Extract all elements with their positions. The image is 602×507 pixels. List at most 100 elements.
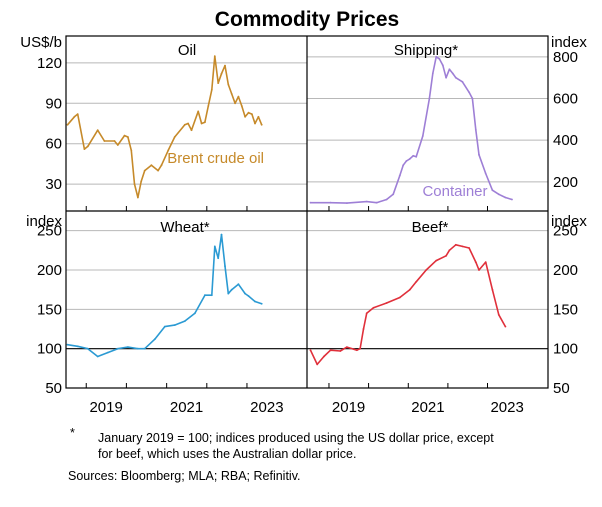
data-point-beef-5 bbox=[346, 346, 348, 348]
panel-title-wheat: Wheat* bbox=[160, 219, 209, 236]
footnote-line-2: for beef, which uses the Australian doll… bbox=[98, 447, 356, 461]
data-point-beef-11 bbox=[385, 302, 388, 304]
data-point-beef-9 bbox=[365, 312, 368, 315]
data-point-shipping-7 bbox=[398, 174, 401, 177]
y-tick-label-beef-150: 150 bbox=[553, 301, 578, 318]
data-point-beef-17 bbox=[445, 254, 447, 257]
data-point-oil-5 bbox=[96, 129, 99, 132]
data-point-beef-24 bbox=[484, 261, 487, 263]
data-point-shipping-12 bbox=[415, 155, 418, 158]
data-point-shipping-4 bbox=[375, 201, 378, 204]
data-point-oil-32 bbox=[224, 64, 226, 67]
panel-title-shipping: Shipping* bbox=[394, 42, 458, 59]
data-point-shipping-30 bbox=[497, 193, 500, 196]
data-point-wheat-14 bbox=[204, 294, 206, 297]
y-tick-label-beef-50: 50 bbox=[553, 380, 570, 397]
data-point-shipping-9 bbox=[405, 160, 408, 162]
data-point-wheat-24 bbox=[247, 295, 250, 297]
data-point-shipping-5 bbox=[385, 198, 388, 201]
data-point-shipping-16 bbox=[435, 55, 438, 58]
data-point-wheat-3 bbox=[96, 355, 99, 358]
y-tick-label-oil-30: 30 bbox=[45, 176, 62, 193]
data-point-shipping-17 bbox=[438, 58, 441, 60]
data-point-oil-41 bbox=[254, 122, 256, 125]
data-point-oil-21 bbox=[183, 123, 186, 126]
x-tick-label-0-2021: 2021 bbox=[170, 399, 203, 416]
data-point-beef-19 bbox=[454, 243, 457, 246]
data-point-shipping-11 bbox=[412, 154, 415, 157]
data-point-oil-15 bbox=[143, 169, 146, 172]
data-point-oil-23 bbox=[190, 129, 193, 132]
data-point-wheat-4 bbox=[106, 351, 109, 354]
data-point-shipping-18 bbox=[441, 64, 444, 67]
y-tick-label-shipping-200: 200 bbox=[553, 174, 578, 191]
y-tick-label-beef-100: 100 bbox=[553, 341, 578, 358]
data-point-oil-30 bbox=[217, 82, 220, 84]
data-point-shipping-8 bbox=[402, 164, 405, 167]
data-point-wheat-19 bbox=[224, 265, 226, 267]
data-point-shipping-0 bbox=[309, 201, 312, 204]
x-tick-label-0-2023: 2023 bbox=[250, 399, 283, 416]
data-point-oil-42 bbox=[257, 115, 260, 118]
x-tick-label-1-2021: 2021 bbox=[411, 399, 444, 416]
data-point-oil-37 bbox=[240, 105, 243, 107]
data-point-oil-36 bbox=[237, 95, 240, 98]
data-point-shipping-31 bbox=[504, 196, 507, 199]
data-point-beef-25 bbox=[491, 288, 494, 291]
data-point-shipping-32 bbox=[511, 198, 513, 201]
data-point-shipping-13 bbox=[421, 135, 424, 137]
data-point-wheat-12 bbox=[183, 320, 186, 322]
data-point-beef-3 bbox=[329, 349, 332, 352]
data-point-shipping-27 bbox=[478, 153, 480, 156]
data-point-oil-4 bbox=[86, 145, 89, 148]
data-point-shipping-19 bbox=[445, 76, 447, 79]
data-point-shipping-2 bbox=[346, 202, 348, 205]
data-point-wheat-8 bbox=[143, 347, 146, 350]
data-point-oil-0 bbox=[66, 123, 69, 126]
data-point-oil-10 bbox=[127, 136, 129, 138]
data-point-shipping-14 bbox=[428, 97, 431, 100]
data-point-beef-23 bbox=[478, 269, 480, 271]
data-point-oil-13 bbox=[137, 196, 139, 199]
y-tick-label-wheat-200: 200 bbox=[37, 262, 62, 279]
data-point-shipping-23 bbox=[461, 80, 464, 83]
series-line-beef bbox=[309, 244, 507, 366]
data-point-oil-24 bbox=[197, 110, 200, 113]
data-point-oil-33 bbox=[227, 83, 230, 86]
data-point-beef-4 bbox=[339, 350, 342, 352]
data-point-shipping-6 bbox=[392, 193, 395, 196]
chart-title: Commodity Prices bbox=[215, 8, 399, 31]
data-point-beef-27 bbox=[504, 325, 507, 328]
data-point-wheat-20 bbox=[227, 292, 230, 295]
data-point-oil-8 bbox=[116, 144, 119, 146]
data-point-beef-8 bbox=[362, 328, 365, 330]
y-tick-label-beef-250: 250 bbox=[553, 223, 578, 240]
data-point-beef-12 bbox=[398, 296, 401, 299]
data-point-shipping-28 bbox=[484, 172, 487, 175]
label-layer: 30 60 90 120 Brent crude oil Oil US$/b 200 400 60… bbox=[20, 34, 587, 416]
data-point-wheat-23 bbox=[244, 292, 247, 295]
y-tick-label-beef-200: 200 bbox=[553, 262, 578, 279]
data-point-wheat-7 bbox=[137, 347, 139, 350]
series-line-wheat bbox=[67, 233, 262, 358]
panel-title-oil: Oil bbox=[178, 42, 196, 59]
footnote-line-1: January 2019 = 100; indices produced usi… bbox=[98, 431, 494, 445]
data-point-oil-11 bbox=[130, 149, 133, 152]
data-point-oil-43 bbox=[260, 123, 263, 126]
data-point-beef-0 bbox=[309, 349, 312, 352]
data-point-shipping-22 bbox=[454, 76, 457, 79]
data-point-beef-22 bbox=[474, 261, 477, 263]
data-point-shipping-3 bbox=[365, 200, 368, 203]
panel-title-beef: Beef* bbox=[412, 219, 449, 236]
sources-note: Sources: Bloomberg; MLA; RBA; Refinitiv. bbox=[68, 469, 301, 483]
data-point-oil-22 bbox=[187, 122, 190, 125]
data-point-wheat-26 bbox=[260, 302, 263, 305]
data-point-oil-14 bbox=[140, 180, 143, 183]
data-point-wheat-11 bbox=[173, 324, 176, 326]
data-point-oil-18 bbox=[160, 164, 163, 167]
y-tick-label-shipping-600: 600 bbox=[553, 91, 578, 108]
y-tick-label-wheat-250: 250 bbox=[37, 223, 62, 240]
data-point-beef-2 bbox=[323, 355, 325, 358]
data-point-shipping-20 bbox=[448, 68, 451, 71]
data-point-beef-21 bbox=[468, 247, 470, 249]
